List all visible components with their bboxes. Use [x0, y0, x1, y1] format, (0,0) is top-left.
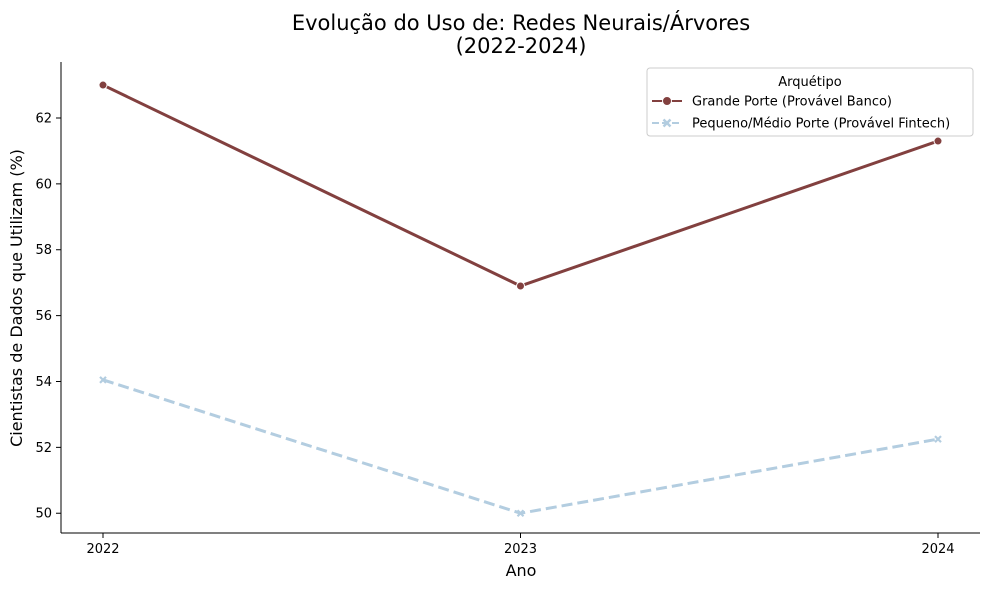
series-2 — [99, 376, 942, 518]
plot-area — [98, 80, 943, 518]
y-tick-label: 52 — [35, 441, 52, 456]
x-tick-label: 2024 — [921, 542, 954, 557]
data-point — [933, 136, 943, 146]
legend-title: Arquétipo — [778, 75, 841, 90]
y-tick-label: 54 — [35, 375, 52, 390]
series-1 — [98, 80, 943, 291]
legend-swatch-marker — [662, 96, 672, 106]
x-axis-label: Ano — [506, 561, 537, 580]
legend-label: Pequeno/Médio Porte (Provável Fintech) — [692, 117, 950, 132]
legend-label: Grande Porte (Provável Banco) — [692, 95, 892, 110]
data-point — [98, 80, 108, 90]
y-tick-label: 62 — [35, 111, 52, 126]
chart-title: Evolução do Uso de: Redes Neurais/Árvore… — [292, 10, 750, 35]
x-tick-label: 2022 — [86, 542, 119, 557]
legend-swatch-marker — [662, 118, 672, 128]
legend-items: Grande Porte (Provável Banco) Pequeno/Méd… — [652, 95, 950, 132]
data-point — [516, 281, 525, 291]
y-tick-label: 50 — [35, 507, 52, 522]
data-point — [934, 435, 942, 443]
data-point — [516, 509, 525, 518]
x-axis-ticks: 2022 2023 2024 — [86, 533, 955, 557]
y-axis-label: Cientistas de Dados que Utilizam (%) — [7, 149, 26, 447]
legend-box — [646, 67, 974, 137]
series-line — [102, 378, 939, 515]
legend-item: Pequeno/Médio Porte (Provável Fintech) — [652, 117, 950, 132]
data-point — [99, 376, 107, 384]
legend: Arquétipo Grande Porte (Provável Banco) P… — [646, 67, 974, 137]
x-tick-label: 2023 — [504, 542, 537, 557]
y-tick-label: 60 — [35, 177, 52, 192]
y-tick-label: 56 — [35, 309, 52, 324]
chart-subtitle: (2022-2024) — [456, 34, 587, 58]
legend-item: Grande Porte (Provável Banco) — [652, 95, 892, 110]
y-axis-ticks: 50 52 54 56 58 60 62 — [35, 111, 61, 522]
y-tick-label: 58 — [35, 243, 52, 258]
